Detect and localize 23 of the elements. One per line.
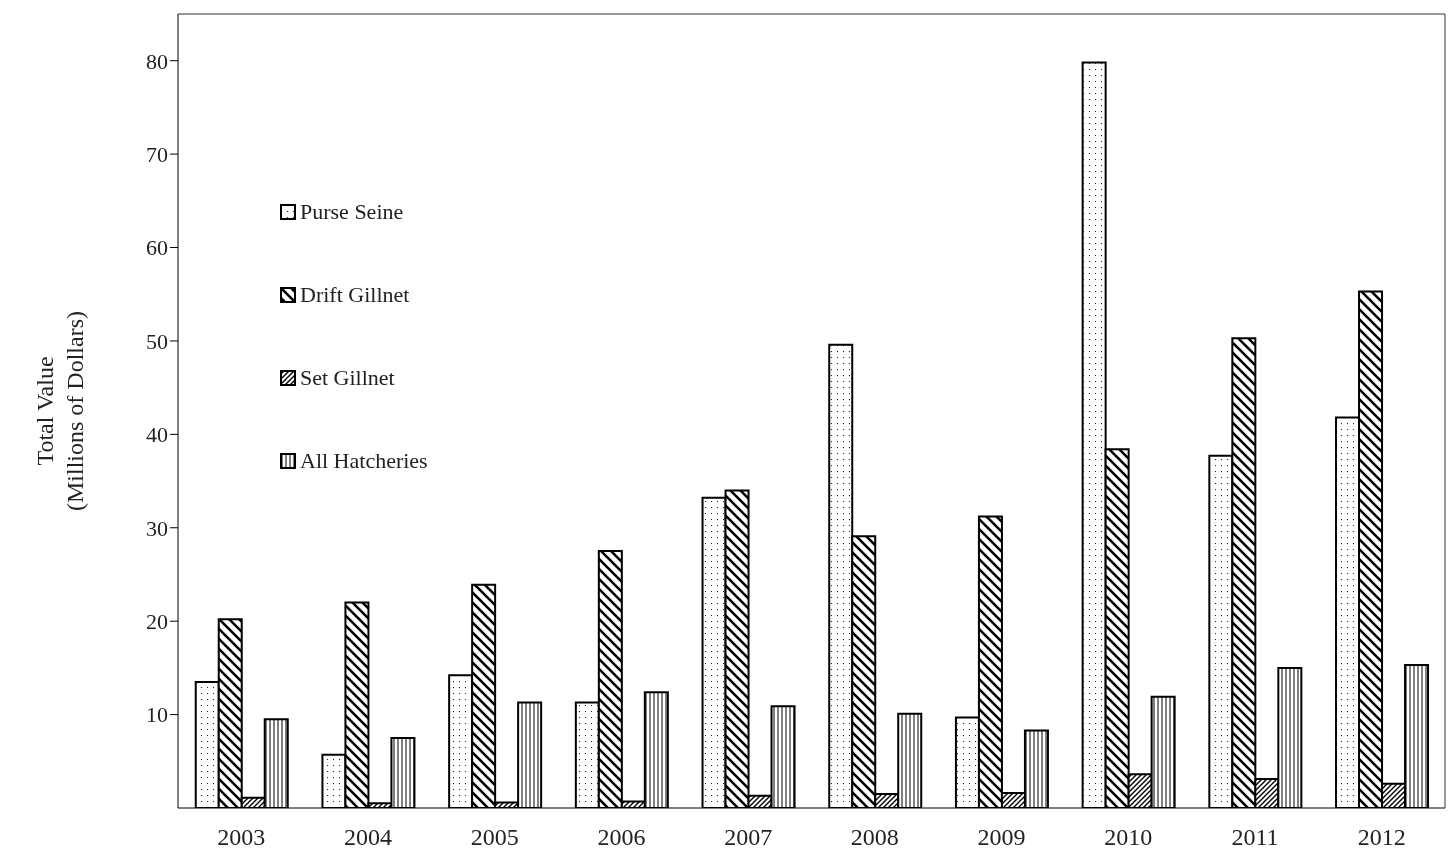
x-tick-label: 2005 [470,824,519,851]
y-tick-label: 40 [146,422,168,448]
y-tick-label: 60 [146,235,168,261]
y-tick-label: 70 [146,141,168,167]
y-tick-label: 80 [146,48,168,74]
legend-label: Drift Gillnet [300,282,410,308]
x-tick-label: 2008 [850,824,899,851]
x-tick-label: 2009 [977,824,1026,851]
legend-label: Set Gillnet [300,365,395,391]
y-tick-label: 10 [146,702,168,728]
x-tick-label: 2011 [1231,824,1279,851]
y-axis-title: Total Value (Millions of Dollars) [32,311,88,511]
x-tick-label: 2007 [724,824,773,851]
x-tick-label: 2003 [217,824,266,851]
x-tick-label: 2010 [1104,824,1153,851]
y-tick-label: 30 [146,515,168,541]
y-tick-label: 50 [146,328,168,354]
x-tick-label: 2004 [344,824,393,851]
y-tick-label: 20 [146,608,168,634]
legend-label: Purse Seine [300,199,404,225]
legend-label: All Hatcheries [300,448,428,474]
x-tick-label: 2006 [597,824,646,851]
x-tick-label: 2012 [1357,824,1406,851]
